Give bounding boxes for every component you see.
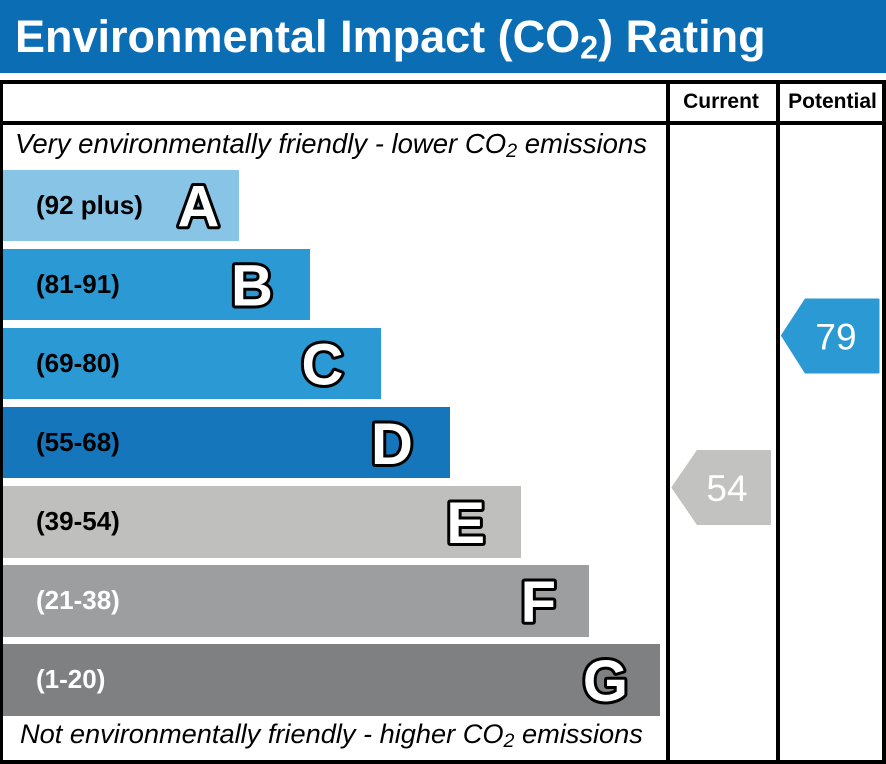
svg-text:C: C [302, 333, 344, 398]
svg-text:F: F [521, 570, 556, 635]
svg-text:G: G [583, 649, 628, 714]
svg-text:D: D [371, 412, 413, 477]
svg-text:79: 79 [815, 317, 856, 358]
svg-text:B: B [231, 254, 273, 319]
svg-text:A: A [178, 174, 220, 239]
svg-text:E: E [446, 491, 485, 556]
svg-text:54: 54 [706, 468, 747, 509]
